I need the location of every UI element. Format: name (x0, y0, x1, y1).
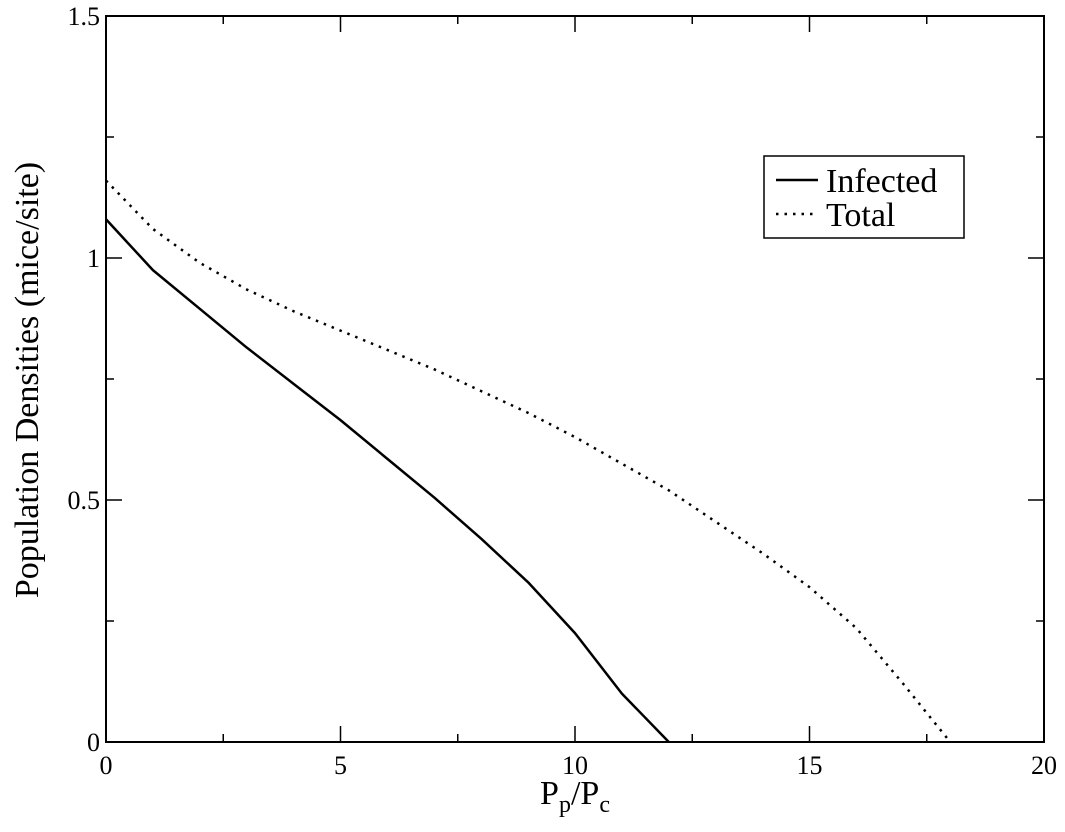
x-tick-label: 0 (100, 751, 113, 780)
x-tick-label: 15 (797, 751, 823, 780)
legend-label-infected: Infected (826, 163, 937, 200)
axis-tick-labels: 0 5 10 15 20 0 0.5 1 1.5 (68, 2, 1058, 780)
axis-ticks (105, 15, 1045, 743)
x-tick-label: 10 (562, 751, 588, 780)
x-axis-title: Pp/Pc (540, 775, 610, 818)
y-tick-label: 0.5 (68, 486, 101, 515)
y-tick-label: 0 (87, 728, 100, 757)
y-tick-label: 1.5 (68, 2, 101, 31)
series-line-infected (105, 218, 670, 743)
series-line-total (105, 179, 952, 743)
y-axis-title: Population Densities (mice/site) (9, 162, 46, 598)
x-axis-title-main: P (540, 775, 559, 812)
x-axis-title-main2: P (580, 775, 599, 812)
x-tick-label: 5 (334, 751, 347, 780)
legend-label-total: Total (826, 197, 895, 234)
legend-box (763, 155, 965, 239)
x-axis-title-sep: / (571, 775, 581, 812)
x-axis-title-sub1: p (559, 792, 571, 818)
x-tick-label: 20 (1031, 751, 1057, 780)
legend: Infected Total (763, 155, 965, 239)
series-layer (105, 179, 952, 743)
x-axis-title-sub2: c (599, 792, 610, 818)
y-tick-label: 1 (87, 244, 100, 273)
